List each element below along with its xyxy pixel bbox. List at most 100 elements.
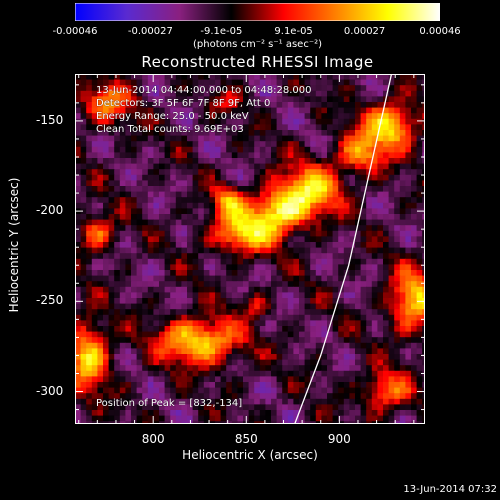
- heatmap-cell: [170, 247, 177, 254]
- heatmap-cell: [209, 264, 216, 271]
- heatmap-cell: [226, 348, 233, 355]
- heatmap-cell: [91, 191, 98, 198]
- heatmap-cell: [259, 247, 266, 254]
- heatmap-cell: [399, 208, 406, 215]
- heatmap-cell: [147, 331, 154, 338]
- heatmap-cell: [198, 342, 205, 349]
- heatmap-cell: [315, 197, 322, 204]
- heatmap-cell: [405, 135, 412, 142]
- heatmap-cell: [411, 85, 418, 92]
- heatmap-cell: [254, 158, 261, 165]
- heatmap-cell: [142, 387, 149, 394]
- heatmap-cell: [175, 169, 182, 176]
- heatmap-cell: [315, 387, 322, 394]
- heatmap-cell: [131, 376, 138, 383]
- heatmap-cell: [416, 320, 423, 327]
- heatmap-cell: [271, 365, 278, 372]
- heatmap-cell: [282, 102, 289, 109]
- heatmap-cell: [271, 275, 278, 282]
- heatmap-cell: [119, 382, 126, 389]
- heatmap-cell: [304, 74, 311, 81]
- heatmap-cell: [360, 247, 367, 254]
- heatmap-cell: [237, 225, 244, 232]
- heatmap-cell: [237, 141, 244, 148]
- heatmap-cell: [315, 135, 322, 142]
- heatmap-cell: [215, 275, 222, 282]
- heatmap-cell: [366, 214, 373, 221]
- heatmap-cell: [332, 421, 339, 424]
- heatmap-cell: [192, 286, 199, 293]
- heatmap-cell: [170, 331, 177, 338]
- heatmap-cell: [187, 242, 194, 249]
- heatmap-cell: [349, 118, 356, 125]
- heatmap-cell: [355, 118, 362, 125]
- heatmap-cell: [416, 410, 423, 417]
- heatmap-cell: [271, 415, 278, 422]
- heatmap-cell: [159, 320, 166, 327]
- heatmap-cell: [327, 79, 334, 86]
- heatmap-cell: [243, 96, 250, 103]
- heatmap-cell: [422, 376, 425, 383]
- heatmap-cell: [159, 298, 166, 305]
- heatmap-cell: [103, 202, 110, 209]
- heatmap-cell: [86, 281, 93, 288]
- heatmap-cell: [226, 186, 233, 193]
- heatmap-cell: [91, 275, 98, 282]
- heatmap-cell: [366, 102, 373, 109]
- heatmap-cell: [360, 219, 367, 226]
- heatmap-cell: [142, 118, 149, 125]
- heatmap-cell: [422, 281, 425, 288]
- heatmap-cell: [310, 404, 317, 411]
- heatmap-cell: [136, 298, 143, 305]
- heatmap-cell: [198, 152, 205, 159]
- heatmap-cell: [147, 309, 154, 316]
- heatmap-cell: [119, 348, 126, 355]
- heatmap-cell: [170, 90, 177, 97]
- heatmap-cell: [422, 191, 425, 198]
- heatmap-cell: [86, 382, 93, 389]
- heatmap-cell: [164, 247, 171, 254]
- heatmap-cell: [338, 309, 345, 316]
- heatmap-cell: [97, 230, 104, 237]
- heatmap-cell: [215, 303, 222, 310]
- heatmap-cell: [237, 242, 244, 249]
- heatmap-cell: [327, 163, 334, 170]
- heatmap-cell: [147, 107, 154, 114]
- heatmap-cell: [338, 359, 345, 366]
- heatmap-cell: [332, 253, 339, 260]
- heatmap-cell: [209, 230, 216, 237]
- heatmap-cell: [388, 186, 395, 193]
- heatmap-cell: [175, 337, 182, 344]
- colorbar-tick-label: 0.00027: [343, 26, 386, 37]
- heatmap-cell: [125, 118, 132, 125]
- heatmap-cell: [147, 180, 154, 187]
- heatmap-cell: [366, 118, 373, 125]
- heatmap-cell: [310, 219, 317, 226]
- heatmap-cell: [405, 79, 412, 86]
- heatmap-cell: [411, 146, 418, 153]
- heatmap-cell: [293, 398, 300, 405]
- heatmap-cell: [181, 342, 188, 349]
- heatmap-cell: [198, 253, 205, 260]
- heatmap-cell: [422, 186, 425, 193]
- heatmap-cell: [175, 348, 182, 355]
- heatmap-cell: [215, 404, 222, 411]
- heatmap-cell: [416, 214, 423, 221]
- heatmap-cell: [192, 118, 199, 125]
- heatmap-cell: [377, 320, 384, 327]
- heatmap-cell: [405, 370, 412, 377]
- heatmap-cell: [383, 258, 390, 265]
- heatmap-cell: [254, 191, 261, 198]
- heatmap-cell: [360, 79, 367, 86]
- heatmap-cell: [259, 130, 266, 137]
- heatmap-cell: [388, 410, 395, 417]
- heatmap-cell: [103, 197, 110, 204]
- heatmap-cell: [399, 270, 406, 277]
- heatmap-cell: [164, 242, 171, 249]
- heatmap-cell: [366, 365, 373, 372]
- heatmap-cell: [259, 180, 266, 187]
- heatmap-cell: [187, 354, 194, 361]
- heatmap-cell: [366, 342, 373, 349]
- heatmap-cell: [237, 309, 244, 316]
- heatmap-cell: [136, 214, 143, 221]
